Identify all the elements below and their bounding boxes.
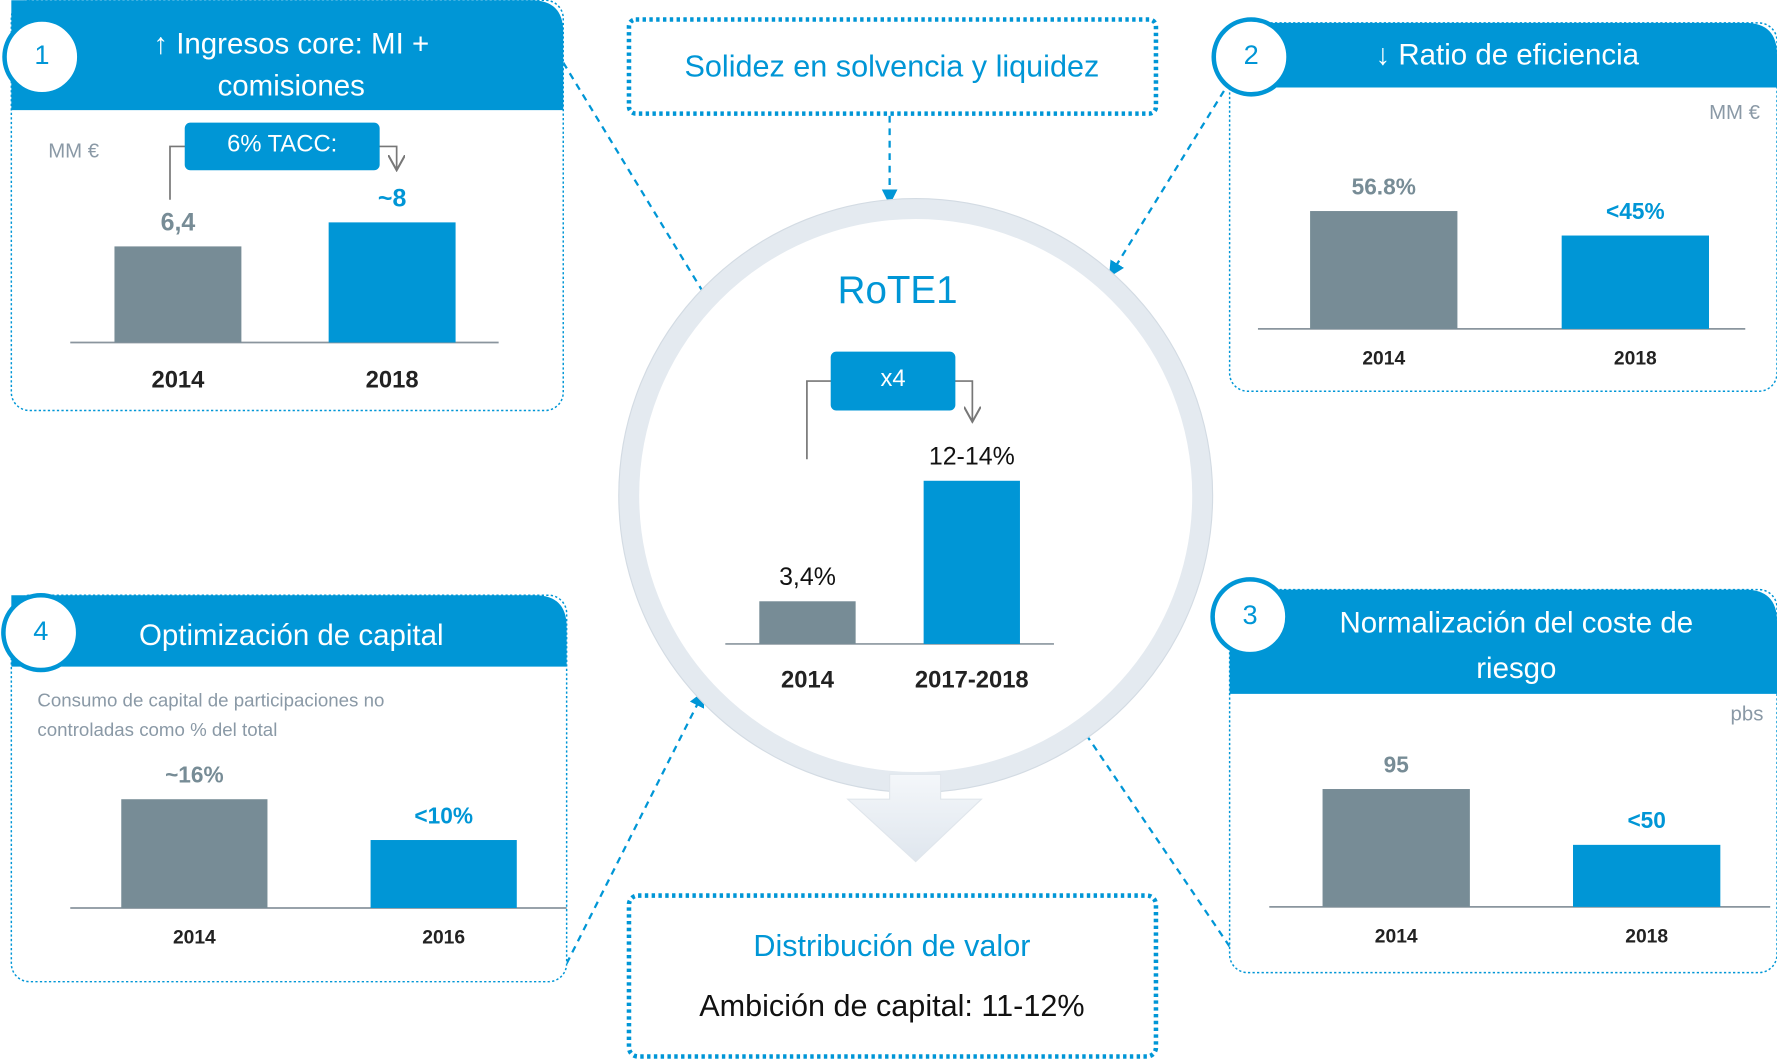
panel-title: ↑ Ingresos core: MI + — [153, 27, 429, 60]
value-label: 95 — [1384, 751, 1409, 777]
category-label: 2014 — [151, 366, 205, 393]
annotation: 6% TACC: — [227, 131, 337, 158]
bar — [328, 222, 456, 343]
category-label: 2018 — [1614, 349, 1657, 370]
bar — [121, 799, 268, 909]
panel-title: comisiones — [218, 69, 365, 102]
subtitle: Consumo de capital de participaciones no — [37, 690, 384, 711]
panel-title: RoTE1 — [838, 269, 958, 312]
category-label: 2017-2018 — [915, 667, 1029, 694]
category-label: 2014 — [1362, 349, 1405, 370]
category-label: 2014 — [173, 928, 216, 949]
badge-number: 2 — [1244, 39, 1259, 70]
down-arrow — [846, 773, 983, 863]
unit: MM € — [1709, 102, 1761, 124]
bar — [923, 480, 1020, 644]
bar — [759, 601, 856, 644]
value-label: 12-14% — [929, 443, 1015, 471]
badge — [2, 17, 82, 97]
panel-title: riesgo — [1476, 652, 1556, 685]
panel-title: Optimización de capital — [139, 619, 444, 652]
bar — [370, 840, 517, 909]
panel-title: Normalización del coste de — [1340, 606, 1694, 639]
annotation-box — [184, 122, 380, 171]
bar — [1561, 235, 1710, 329]
badge — [1211, 17, 1291, 97]
value-label: <45% — [1606, 198, 1665, 224]
connector — [565, 690, 705, 965]
badge — [1210, 577, 1290, 657]
value-label: 3,4% — [779, 563, 836, 591]
bar — [1310, 211, 1458, 329]
category-label: 2016 — [422, 928, 465, 949]
panel-header — [11, 0, 564, 111]
bar — [114, 246, 242, 343]
value-label: <50 — [1627, 807, 1665, 833]
bar — [1322, 789, 1470, 907]
panel-header — [1229, 589, 1777, 694]
unit: MM € — [48, 141, 100, 163]
panel-header — [1235, 22, 1777, 88]
connector — [1108, 90, 1225, 278]
unit: pbs — [1731, 704, 1764, 726]
badge — [1, 592, 81, 673]
panel-title: ↓ Ratio de eficiencia — [1375, 39, 1639, 72]
top-box — [626, 17, 1159, 116]
badge-number: 3 — [1242, 599, 1257, 630]
connectors — [562, 61, 1231, 965]
top-box-text: Solidez en solvencia y liquidez — [685, 49, 1100, 83]
badge-number: 1 — [34, 39, 49, 70]
value-label: <10% — [414, 802, 473, 828]
category-label: 2018 — [1625, 927, 1668, 948]
category-label: 2014 — [781, 667, 835, 694]
panel-header — [11, 595, 567, 667]
category-label: 2018 — [366, 366, 419, 393]
value-label: 56.8% — [1352, 173, 1416, 199]
connector — [562, 61, 714, 309]
annotation-box — [830, 351, 956, 411]
value-label: ~8 — [378, 184, 407, 212]
value-label: 6,4 — [161, 208, 196, 236]
subtitle: controladas como % del total — [37, 719, 277, 740]
bar — [1573, 844, 1721, 907]
bottom-box-text: Ambición de capital: 11-12% — [699, 989, 1084, 1023]
category-label: 2014 — [1375, 927, 1418, 948]
bottom-box-title: Distribución de valor — [753, 929, 1030, 963]
badge-number: 4 — [33, 615, 48, 646]
annotation: x4 — [880, 365, 905, 392]
value-label: ~16% — [165, 762, 224, 788]
bottom-box — [626, 893, 1159, 1059]
